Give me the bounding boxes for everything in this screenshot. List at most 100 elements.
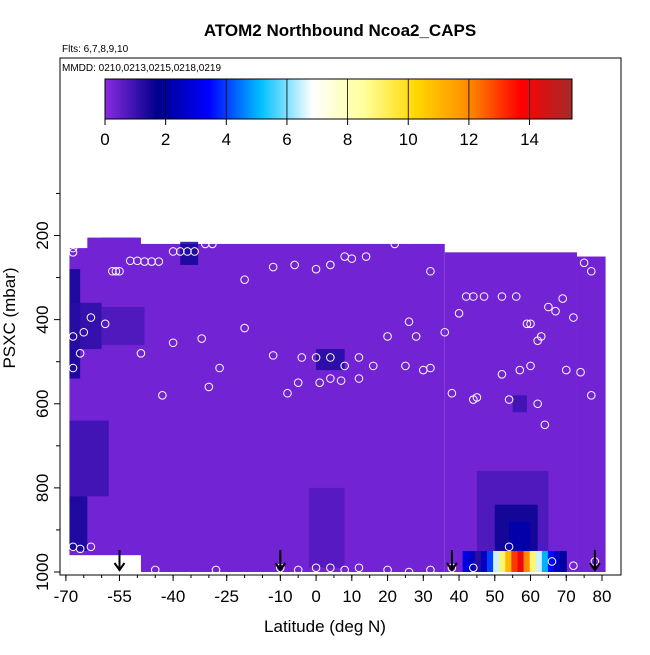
colorbar-gradient-bar [104, 78, 573, 120]
x-axis-tick-label: 50 [485, 587, 504, 606]
surface-cell [493, 550, 500, 572]
sample-point [440, 327, 450, 337]
y-axis-tick-label: 400 [33, 305, 52, 333]
sample-point [569, 313, 578, 322]
field-gap [69, 555, 141, 572]
sample-point [515, 365, 525, 375]
sample-point [297, 353, 307, 362]
field-region [69, 302, 102, 350]
sample-point [511, 292, 521, 301]
sample-point [154, 257, 164, 266]
field-region [308, 487, 345, 568]
sample-point [547, 557, 557, 566]
sample-point [79, 327, 89, 337]
sample-point [536, 332, 546, 341]
x-axis-tick-label: 30 [414, 587, 433, 606]
y-axis-tick-label: 800 [33, 474, 52, 502]
sample-point [522, 319, 532, 329]
sample-point [404, 567, 414, 577]
field-cell [101, 243, 445, 572]
sample-point [404, 235, 414, 245]
sample-point [190, 247, 199, 256]
surface-cell [511, 550, 518, 572]
sample-point [100, 319, 110, 329]
sample-point [472, 393, 482, 402]
x-axis-tick-label: -10 [268, 587, 293, 606]
x-axis-tick-label: 20 [378, 587, 397, 606]
sample-point [540, 420, 550, 430]
sample-point [404, 317, 414, 327]
sample-point [115, 266, 124, 276]
surface-cell [462, 550, 470, 572]
sample-point [290, 260, 299, 270]
sample-point [97, 226, 106, 236]
x-axis-label: Latitude (deg N) [264, 617, 386, 636]
x-axis-tick-label: -40 [161, 587, 186, 606]
sample-point [158, 391, 167, 400]
sample-point [86, 313, 96, 322]
surface-cell [517, 550, 525, 572]
sample-point [569, 561, 578, 570]
sample-point [354, 374, 364, 383]
sample-point [340, 361, 349, 371]
sample-point [586, 266, 596, 276]
sample-point [526, 361, 535, 371]
sample-point [454, 309, 464, 318]
x-axis-tick-label: 70 [557, 587, 576, 606]
sample-point [558, 294, 567, 303]
colorbar-tick-label: 10 [399, 130, 418, 149]
sample-point [268, 262, 278, 272]
x-axis-tick-label: 80 [593, 587, 612, 606]
field-region [509, 521, 531, 556]
x-axis-tick-label: 10 [342, 587, 361, 606]
sample-point [383, 332, 392, 341]
sample-point [447, 388, 457, 398]
field-region [316, 349, 345, 371]
sample-point [411, 332, 421, 341]
sample-point [75, 544, 85, 554]
axes: -70 -55 -40 -25 -10 0 10 20 30 40 50 60 70 80 200 400 60… [33, 192, 612, 606]
surface-cell [529, 550, 537, 572]
sample-point [326, 260, 335, 270]
sample-point [86, 542, 96, 552]
sample-point [168, 338, 178, 348]
chart-title: ATOM2 Northbound Ncoa2_CAPS [204, 21, 476, 40]
sample-point [293, 378, 303, 388]
sample-point [240, 275, 249, 284]
sample-point [268, 351, 278, 360]
field-region [180, 241, 199, 265]
colorbar-tick-label: 2 [161, 130, 170, 149]
x-axis-tick-label: 60 [521, 587, 540, 606]
sample-point [526, 319, 535, 329]
sample-point [72, 239, 81, 249]
y-axis-tick-label: 600 [33, 390, 52, 418]
sample-point [479, 292, 489, 301]
sample-point [326, 353, 335, 362]
sample-point [240, 323, 249, 333]
arrow-head [113, 562, 126, 572]
sample-point [504, 395, 514, 404]
surface-cell [474, 550, 482, 572]
sample-point [447, 235, 457, 245]
sample-point [108, 565, 117, 575]
sample-point [336, 376, 346, 385]
sample-point [497, 292, 507, 301]
arrow-head [274, 562, 287, 572]
sample-point [215, 363, 224, 373]
sample-point [68, 248, 78, 257]
sample-point [579, 258, 589, 268]
sample-point [354, 353, 364, 362]
flights-label: Flts: 6,7,8,9,10 [62, 44, 129, 55]
sample-point [390, 239, 400, 249]
sample-point [90, 226, 99, 236]
sample-point [197, 334, 207, 343]
field-cell [576, 256, 606, 572]
surface-cell [480, 550, 488, 572]
sample-point [368, 361, 378, 371]
sample-point [533, 399, 542, 409]
arrow-head [446, 562, 458, 572]
x-axis-tick-label: -55 [107, 587, 132, 606]
sample-point [361, 252, 371, 261]
